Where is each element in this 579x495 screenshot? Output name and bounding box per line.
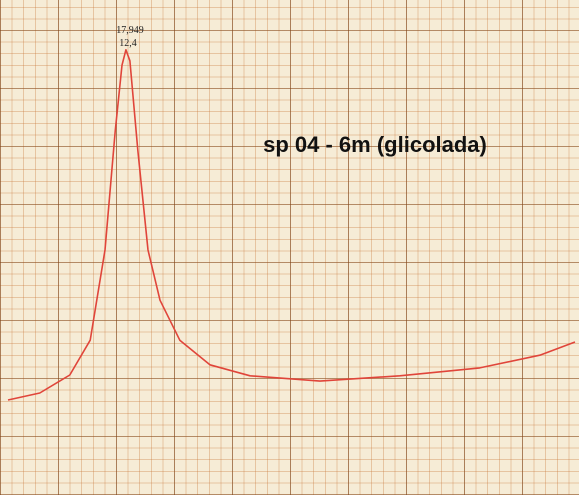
chart-title: sp 04 - 6m (glicolada)	[263, 132, 487, 157]
peak-annotation: 12,4	[119, 38, 137, 49]
peak-annotation: 17,949	[116, 25, 144, 36]
data-line	[7, 49, 576, 401]
